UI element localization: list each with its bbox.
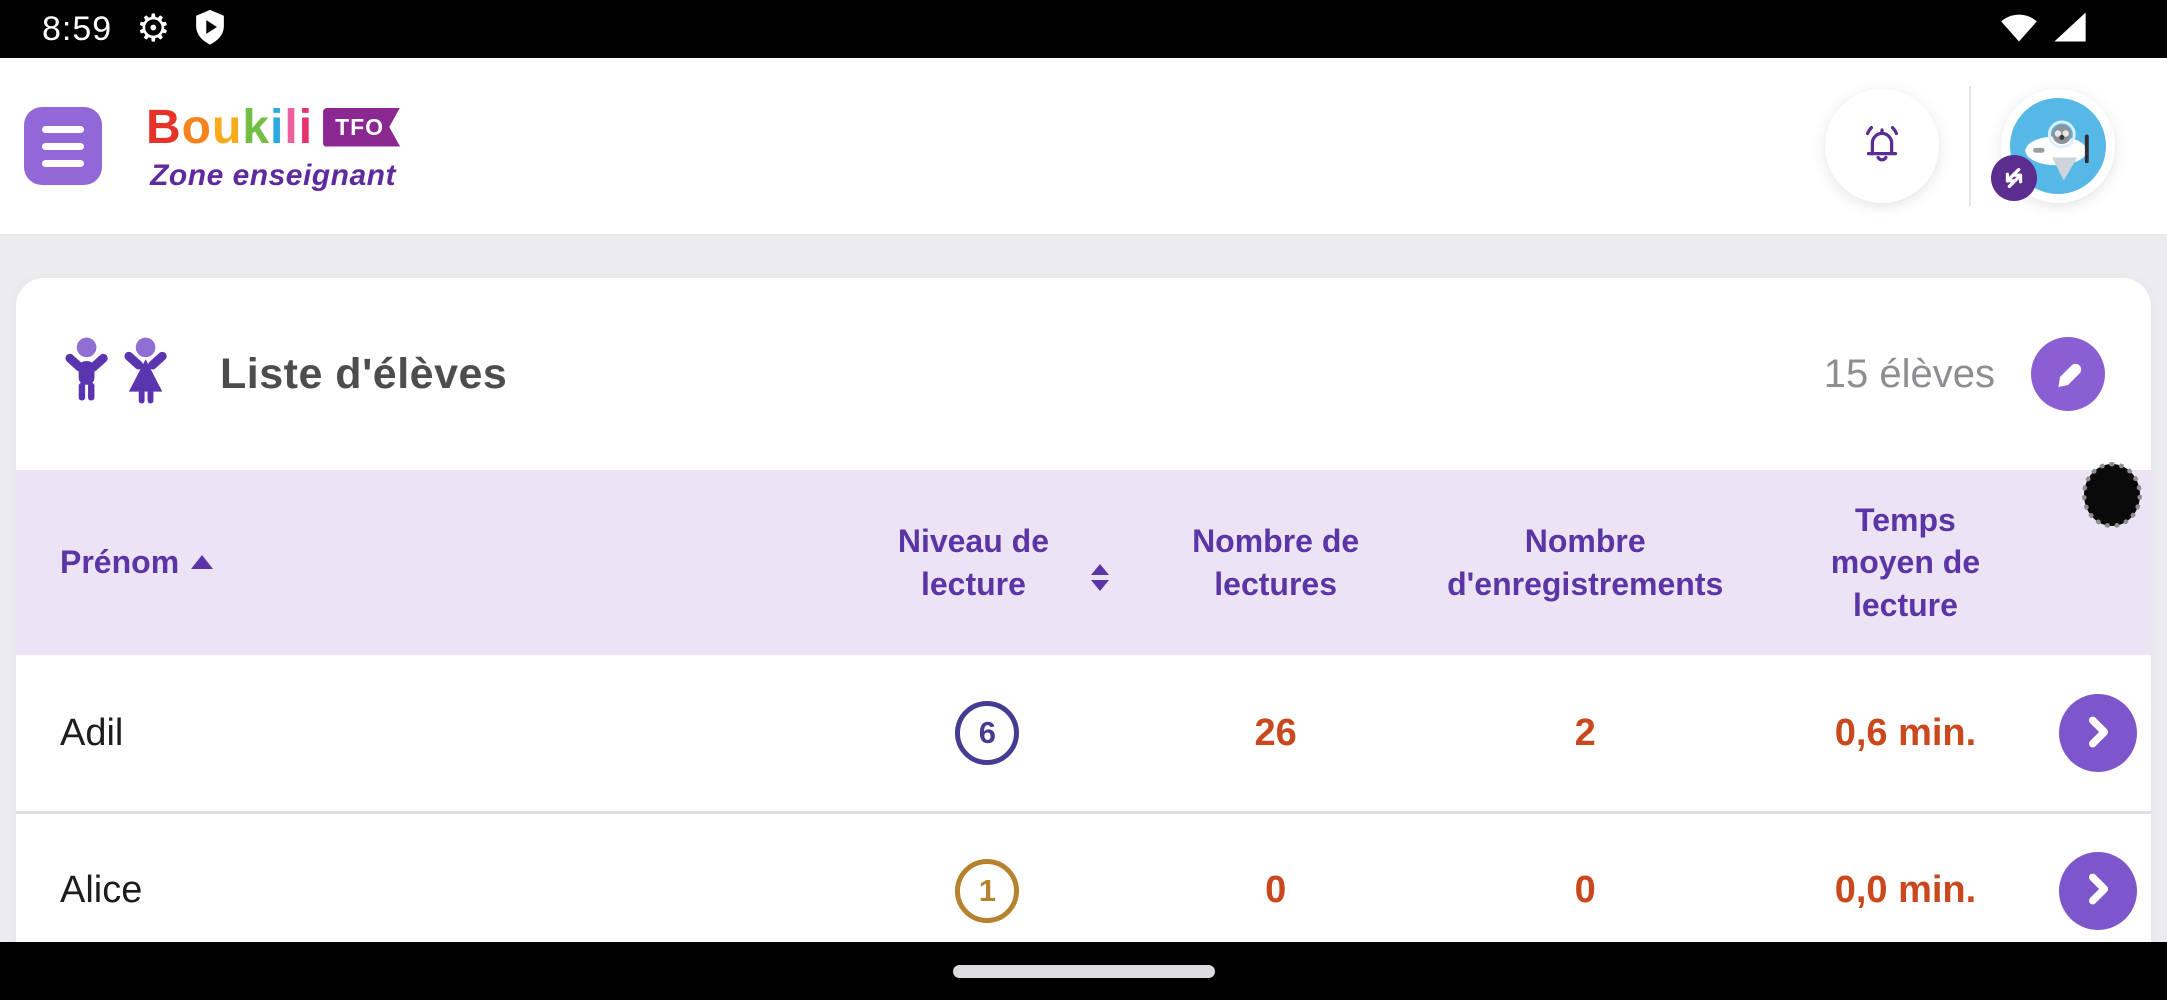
wifi-icon: [1999, 10, 2039, 49]
card-header: Liste d'élèves 15 élèves: [16, 278, 2151, 470]
logo-subtitle: Zone enseignant: [150, 158, 396, 192]
student-list-card: Liste d'élèves 15 élèves Prénom Niveau d…: [16, 278, 2151, 942]
sort-asc-icon: [191, 555, 214, 570]
pencil-icon: [2048, 353, 2088, 396]
student-count: 15 élèves: [1823, 351, 1995, 396]
logo-wordmark: Boukili: [146, 100, 314, 154]
readings-count: 0: [1265, 869, 1287, 911]
recordings-count: 0: [1574, 869, 1596, 911]
column-header-level[interactable]: Niveau de lecture: [827, 520, 1147, 604]
play-protect-shield-icon: [194, 8, 226, 51]
student-name: Adil: [60, 711, 124, 754]
android-status-bar: 8:59 ⚙: [0, 0, 2167, 58]
status-time: 8:59: [42, 9, 113, 48]
home-indicator[interactable]: [952, 964, 1215, 978]
readings-count: 26: [1254, 711, 1297, 754]
android-navigation-bar: [0, 942, 2167, 1000]
table-row[interactable]: Alice 1 0 0 0,0 min.: [16, 811, 2151, 942]
settings-gear-icon: ⚙: [136, 8, 171, 50]
column-header-readings: Nombre de lectures: [1192, 523, 1360, 602]
chevron-right-icon: [2081, 872, 2115, 909]
tfo-badge: TFO: [323, 107, 401, 147]
recordings-count: 2: [1574, 711, 1596, 754]
student-name: Alice: [60, 869, 143, 911]
avg-reading-time: 0,0 min.: [1834, 869, 1977, 911]
sort-both-icon: [1090, 563, 1109, 591]
open-student-button[interactable]: [2058, 851, 2137, 930]
table-row[interactable]: Adil 6 26 2 0,6 min.: [16, 655, 2151, 811]
chevron-right-icon: [2081, 715, 2115, 752]
avg-reading-time: 0,6 min.: [1834, 711, 1977, 754]
column-header-name[interactable]: Prénom: [16, 541, 827, 583]
cellular-signal-icon: [2051, 10, 2089, 49]
column-header-recordings: Nombre d'enregistrements: [1447, 523, 1724, 602]
background-gap: [0, 235, 2167, 278]
page-title: Liste d'élèves: [220, 349, 508, 398]
table-header-row: Prénom Niveau de lecture Nombre de lectu…: [16, 470, 2151, 655]
app-header: Boukili TFO Zone enseignant: [0, 58, 2167, 235]
open-student-button[interactable]: [2058, 694, 2137, 772]
switch-profile-badge[interactable]: [1991, 155, 2037, 201]
notifications-button[interactable]: [1825, 89, 1939, 203]
avatar-plane-illustration: [2010, 98, 2106, 194]
reading-level-badge: 6: [955, 701, 1020, 765]
profile-avatar[interactable]: [1991, 89, 2115, 203]
header-divider: [1969, 86, 1971, 206]
edit-students-button[interactable]: [2031, 337, 2105, 411]
reading-level-badge: 1: [955, 858, 1020, 923]
menu-button[interactable]: [24, 107, 102, 185]
students-icon: [62, 336, 180, 413]
app-logo: Boukili TFO Zone enseignant: [146, 100, 401, 193]
column-header-avg-time: Temps moyen de lecture: [1830, 502, 1981, 623]
bell-icon: [1857, 119, 1907, 174]
screen-cast-cursor-artifact: [2082, 462, 2142, 528]
